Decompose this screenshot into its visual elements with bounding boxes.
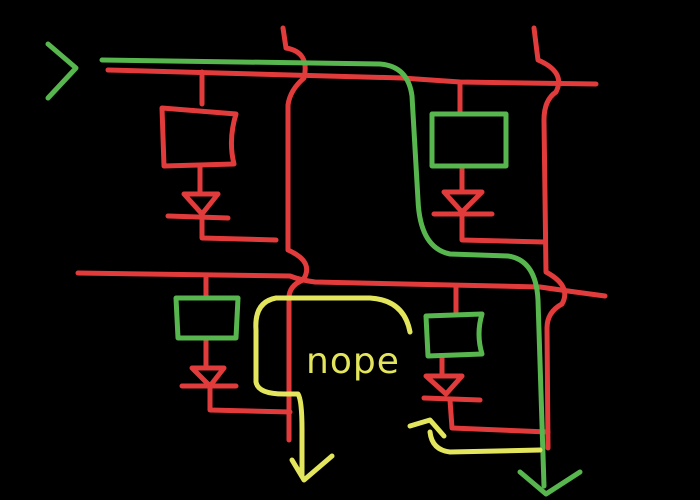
cell-top-left-return — [199, 215, 279, 243]
cell-bottom-right-diode — [421, 373, 483, 403]
blocked-current-path — [253, 295, 413, 479]
cell-top-right-return — [459, 211, 547, 245]
left-column-wire — [280, 25, 310, 443]
cell-bottom-left-diode — [179, 365, 239, 389]
cell-bottom-right-return — [447, 397, 551, 435]
middle-row-wire — [75, 270, 608, 299]
top-row-wire — [105, 67, 599, 87]
right-column-wire — [531, 25, 568, 451]
cell-top-left-storage — [159, 105, 239, 169]
output-arrowhead — [517, 469, 583, 497]
blocked-path — [253, 295, 543, 483]
blocked-return-path — [427, 429, 543, 455]
circuit-wiring — [75, 25, 608, 451]
cell-bottom-right-storage — [423, 311, 485, 359]
input-chevron — [45, 41, 79, 101]
allowed-current-path — [99, 57, 547, 489]
blocked-down-arrowhead — [289, 453, 335, 483]
annotation-nope: nope — [306, 341, 400, 382]
cell-bottom-left-storage — [173, 295, 241, 341]
blocked-return-arrowhead — [407, 417, 447, 439]
cell-top-right-storage — [429, 111, 509, 169]
cell-top-right-diode — [431, 189, 495, 217]
allowed-path — [45, 41, 583, 497]
green-storage-cells — [173, 111, 509, 359]
cell-bottom-left-return — [207, 385, 293, 415]
cell-top-left-diode — [165, 191, 231, 221]
